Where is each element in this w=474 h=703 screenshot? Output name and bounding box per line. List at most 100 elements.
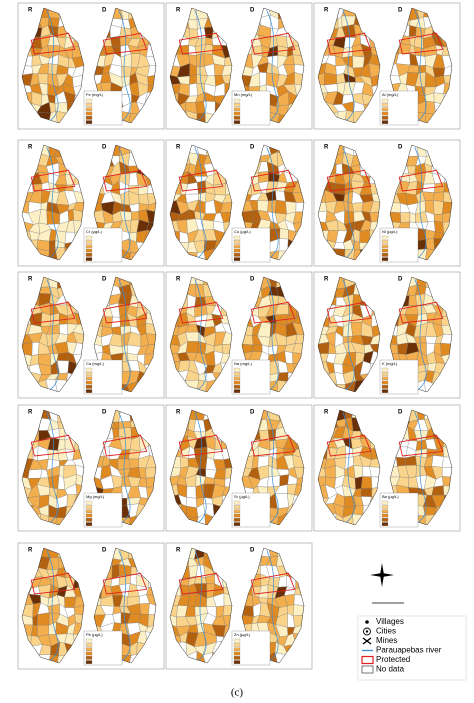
map-outline bbox=[22, 8, 84, 123]
caption: (c) bbox=[231, 687, 244, 699]
municipality-cell bbox=[74, 410, 84, 421]
municipality-cell bbox=[222, 332, 232, 345]
municipality-cell bbox=[362, 111, 372, 123]
legend-swatch bbox=[85, 367, 93, 372]
municipality-cell bbox=[66, 380, 76, 392]
legend-label: Parauapebas river bbox=[376, 646, 442, 655]
municipality-cell bbox=[170, 382, 182, 392]
municipality-cell bbox=[22, 382, 33, 392]
municipality-cell bbox=[94, 567, 105, 577]
municipality-cell bbox=[76, 296, 84, 308]
city-dot bbox=[365, 630, 369, 633]
municipality-cell bbox=[390, 306, 400, 316]
municipality-cell bbox=[225, 174, 232, 184]
municipality-cell bbox=[179, 517, 188, 525]
municipality-cell bbox=[176, 171, 188, 184]
municipality-cell bbox=[223, 155, 232, 165]
municipality-cell bbox=[444, 66, 452, 76]
municipality-cell bbox=[242, 25, 252, 37]
panel-border bbox=[17, 404, 165, 532]
municipality-cell bbox=[362, 8, 371, 20]
municipality-cell bbox=[242, 586, 253, 596]
municipality-cell bbox=[370, 212, 380, 222]
legend-swatch bbox=[233, 372, 241, 376]
municipality-cell bbox=[57, 352, 69, 360]
municipality-cell bbox=[75, 651, 84, 663]
municipality-cell bbox=[293, 548, 304, 559]
legend-swatch bbox=[85, 518, 93, 522]
left-map-label: R bbox=[176, 8, 181, 14]
map-outline bbox=[94, 8, 156, 123]
municipality-cell bbox=[73, 209, 84, 221]
municipality-cell bbox=[212, 18, 226, 27]
municipality-cell bbox=[444, 495, 452, 506]
municipality-cell bbox=[147, 410, 156, 420]
right-map-label: D bbox=[102, 277, 107, 283]
map bbox=[318, 277, 380, 392]
municipality-cell bbox=[75, 567, 84, 577]
municipality-cell bbox=[74, 102, 84, 114]
municipality-cell bbox=[66, 113, 75, 123]
municipality-cell bbox=[22, 250, 31, 260]
river bbox=[267, 550, 278, 660]
right-map-label: D bbox=[250, 8, 255, 14]
municipality-cell bbox=[442, 467, 452, 477]
left-map-label: R bbox=[176, 548, 181, 554]
municipality-cell bbox=[390, 325, 398, 336]
protected-area bbox=[179, 573, 222, 594]
municipality-cell bbox=[225, 287, 232, 297]
municipality-cell bbox=[73, 191, 84, 202]
municipality-cell bbox=[74, 420, 84, 430]
map-panel: R D Fe (mg/L) bbox=[18, 3, 164, 129]
legend-swatch bbox=[381, 376, 389, 381]
municipality-cell bbox=[170, 24, 182, 36]
municipality-cell bbox=[286, 410, 295, 421]
municipality-cell bbox=[94, 584, 102, 598]
municipality-cell bbox=[72, 66, 84, 78]
river bbox=[195, 412, 206, 522]
municipality-cell bbox=[22, 296, 33, 306]
municipality-cell bbox=[170, 306, 178, 316]
municipality-cell bbox=[145, 344, 156, 354]
municipality-cell bbox=[242, 566, 252, 577]
river bbox=[415, 147, 426, 257]
right-map-label: D bbox=[398, 410, 403, 416]
map-outline bbox=[94, 410, 156, 525]
municipality-cell bbox=[177, 250, 188, 260]
legend-swatch bbox=[381, 103, 389, 107]
municipality-cell bbox=[147, 277, 156, 287]
river bbox=[119, 10, 130, 120]
municipality-cell bbox=[318, 249, 329, 260]
municipality-cell bbox=[295, 250, 304, 260]
legend-swatch bbox=[85, 120, 93, 124]
municipality-cell bbox=[221, 506, 232, 518]
municipality-cell bbox=[432, 486, 444, 496]
legend-swatch bbox=[233, 380, 241, 385]
municipality-cell bbox=[334, 249, 345, 260]
map-cells bbox=[22, 277, 84, 392]
municipality-cell bbox=[73, 332, 84, 344]
right-map-label: D bbox=[250, 410, 255, 416]
municipality-cell bbox=[333, 183, 345, 194]
municipality-cell bbox=[293, 558, 304, 570]
municipality-cell bbox=[75, 426, 84, 438]
municipality-cell bbox=[74, 26, 84, 39]
legend-swatch bbox=[233, 248, 241, 253]
municipality-cell bbox=[268, 429, 276, 441]
legend-swatch bbox=[85, 380, 93, 385]
municipality-cell bbox=[213, 174, 226, 185]
legend-swatch bbox=[233, 522, 241, 526]
municipality-cell bbox=[242, 36, 252, 47]
municipality-cell bbox=[372, 315, 380, 327]
river bbox=[47, 279, 58, 389]
municipality-cell bbox=[370, 437, 380, 448]
municipality-cell bbox=[214, 410, 223, 422]
municipality-cell bbox=[94, 164, 100, 174]
municipality-cell bbox=[220, 363, 232, 373]
municipality-cell bbox=[318, 203, 327, 213]
legend-swatch bbox=[85, 500, 93, 505]
municipality-cell bbox=[212, 653, 225, 663]
map-outline bbox=[390, 8, 452, 123]
legend-title: Al (mg/L) bbox=[382, 92, 399, 97]
map-outline bbox=[242, 548, 304, 663]
